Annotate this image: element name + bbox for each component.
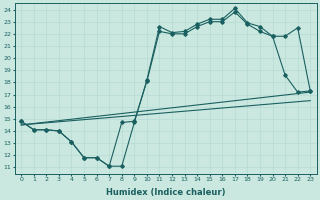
X-axis label: Humidex (Indice chaleur): Humidex (Indice chaleur): [106, 188, 226, 197]
